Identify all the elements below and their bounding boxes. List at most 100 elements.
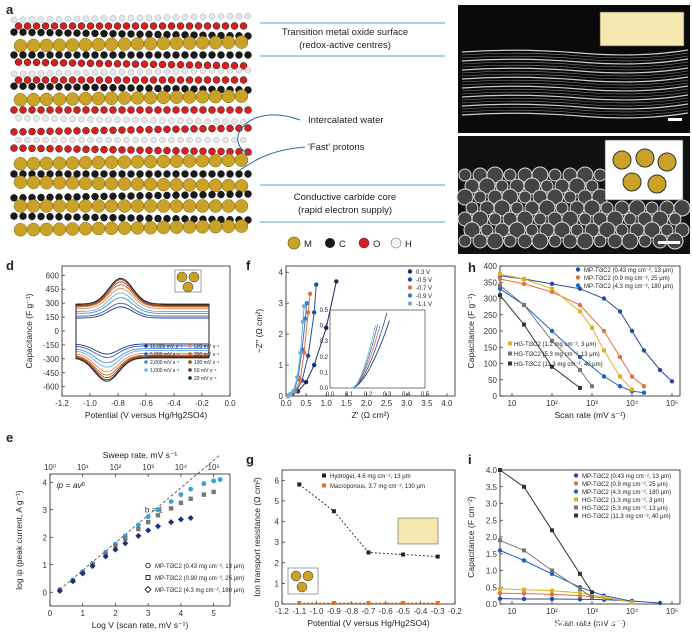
sem-layer <box>461 97 689 104</box>
legend-marker <box>407 293 413 298</box>
atom-O <box>55 145 63 153</box>
data-point <box>135 522 141 528</box>
sem-pore <box>615 223 629 237</box>
atom-H <box>127 14 135 22</box>
atom-C <box>10 212 18 220</box>
x-tick-label: 2.5 <box>381 399 393 408</box>
sem-layer <box>461 106 689 113</box>
atom-M <box>39 38 54 53</box>
atom-C <box>163 51 171 59</box>
inset-y-tick-label: 0.4 <box>320 324 329 330</box>
atom-O <box>154 106 162 114</box>
data-point <box>617 354 623 360</box>
atom-H <box>190 67 198 75</box>
y-tick-label: 4 <box>43 478 48 487</box>
data-point <box>498 283 502 288</box>
atom-M <box>169 154 184 168</box>
atom-O <box>68 22 77 30</box>
atom-M <box>117 155 132 169</box>
sem-pore <box>668 212 682 226</box>
y-axis-label: Capacitance (F cm⁻²) <box>466 496 476 578</box>
chart-i: 10 10² 10³ 10⁴ 10⁵ 0.0 0.5 1.0 1.5 2.0 2.5 3.0 3.5 4.… <box>466 466 681 628</box>
atom-C <box>64 213 72 221</box>
atom-M <box>104 199 119 213</box>
y-tick-label: 6 <box>275 476 280 485</box>
atom-C <box>82 51 90 59</box>
atom-O <box>50 59 59 67</box>
atom-C <box>226 190 234 199</box>
sem-layer <box>461 88 689 95</box>
panel-label-h: h <box>468 260 476 275</box>
data-point <box>549 571 555 577</box>
legend-label-M: M <box>304 239 312 250</box>
atom-M <box>182 154 197 168</box>
atom-H <box>222 136 229 144</box>
atom-O <box>140 76 149 84</box>
atom-H <box>33 115 40 122</box>
atom-O <box>127 126 135 134</box>
atom-H <box>163 68 171 75</box>
atom-C <box>37 170 45 178</box>
data-point <box>155 513 161 518</box>
atom-M <box>130 177 145 191</box>
atom-C <box>19 51 27 59</box>
data-point <box>56 587 63 594</box>
atom-M <box>221 35 236 50</box>
atom-C <box>145 84 153 93</box>
atom-M <box>52 222 67 236</box>
atom-M <box>156 36 171 51</box>
data-point <box>521 558 527 563</box>
atom-C <box>109 213 117 222</box>
atom-O <box>190 125 198 133</box>
atom-H <box>132 136 139 144</box>
data-point <box>435 554 440 559</box>
atom-C <box>28 51 36 59</box>
atom-H <box>177 136 184 144</box>
atom-O <box>185 61 194 69</box>
legend-marker <box>573 473 579 478</box>
atom-O <box>163 125 171 134</box>
atom-H <box>46 16 54 23</box>
atom-C <box>64 193 72 201</box>
x-tick-label: 10 <box>508 607 517 616</box>
atom-C <box>37 28 45 37</box>
atom-H <box>96 116 103 123</box>
y-tick-label: 1.0 <box>486 567 498 576</box>
atom-C <box>127 170 135 178</box>
atom-C <box>82 83 90 92</box>
data-point <box>211 489 216 495</box>
atom-O <box>208 106 216 114</box>
atom-M <box>91 37 106 52</box>
data-point <box>298 350 303 355</box>
sem-pore <box>555 201 569 215</box>
legend-marker <box>188 368 192 372</box>
data-point <box>577 597 583 602</box>
atom-M <box>65 222 80 236</box>
sem-pore <box>518 190 532 204</box>
annotation-protons: 'Fast' protons <box>308 142 365 153</box>
data-point <box>578 309 582 314</box>
atom-C <box>217 190 225 199</box>
sem-pore <box>458 168 472 182</box>
sem-pore <box>495 179 509 193</box>
sem-pore <box>593 234 607 248</box>
legend-label: 2,000 mV s⁻¹ <box>150 360 180 366</box>
x2-tick-label: 10³ <box>142 463 154 472</box>
data-point <box>305 353 311 358</box>
atom-O <box>32 76 41 84</box>
panel-c-micrograph <box>456 136 691 254</box>
atom-O <box>149 76 158 84</box>
legend-label: MP-Ti3C2 (0.43 mg cm⁻², 13 μm) <box>155 564 244 570</box>
data-point <box>618 374 622 379</box>
sem-layer <box>461 103 689 110</box>
data-point <box>178 500 184 506</box>
atom-M <box>221 153 236 168</box>
atom-M <box>117 221 132 235</box>
sem-pore <box>531 232 549 250</box>
data-point <box>521 596 527 602</box>
atom-C <box>181 170 189 178</box>
legend-label: MP-Ti3C2 (4.3 mg cm⁻², 180 μm) <box>584 284 673 290</box>
x-tick-label: 2 <box>113 609 118 618</box>
atom-H <box>78 136 85 144</box>
x-tick-label: 10⁵ <box>666 399 678 408</box>
